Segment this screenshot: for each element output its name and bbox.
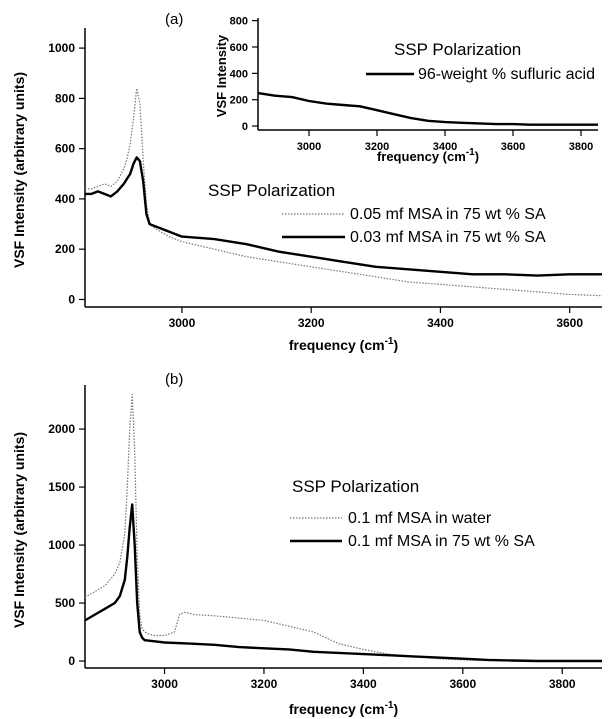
y-tick-label: 1500 (48, 480, 75, 494)
y-tick-label: 200 (230, 95, 248, 107)
panel-b-chart: 3000 3200 3400 3600 3800 0 500 1000 1500 2000 freq… (11, 371, 602, 717)
series-line-solid (85, 156, 602, 277)
x-tick-label: 3400 (427, 316, 454, 330)
x-axis-label-main: frequency (cm (289, 337, 385, 353)
y-tick-label: 2000 (48, 422, 75, 436)
y-tick-label: 200 (55, 242, 75, 256)
x-axis-label-close: ) (393, 701, 398, 717)
panel-label: (a) (165, 11, 183, 28)
series-group (84, 393, 602, 663)
legend-title: SSP Polarization (394, 40, 521, 59)
x-tick-label: 3200 (365, 141, 389, 153)
panel-a-chart: 3000 3200 3400 3600 0 200 400 600 800 1000 frequen… (11, 11, 603, 353)
y-tick-label: 0 (242, 121, 248, 133)
x-axis-label-close: ) (475, 149, 479, 164)
y-tick-label: 400 (230, 68, 248, 80)
x-tick-label: 3800 (569, 141, 593, 153)
panel-a-inset-chart: 3000 3200 3400 3600 3800 0 200 400 600 800 frequen… (214, 6, 606, 174)
legend-entry: 0.05 mf MSA in 75 wt % SA (350, 206, 546, 223)
legend-entry: 96-weight % sufluric acid (418, 66, 595, 83)
x-tick-label: 3600 (501, 141, 525, 153)
x-axis-label: frequency (cm-1) (377, 147, 479, 164)
legend-entry: 0.1 mf MSA in water (348, 510, 492, 527)
legend-entry: 0.1 mf MSA in 75 wt % SA (348, 533, 535, 550)
series-line-solid (257, 91, 598, 126)
x-axis-label-main: frequency (cm (289, 701, 385, 717)
legend-title: SSP Polarization (292, 477, 419, 496)
x-axis-label: frequency (cm-1) (289, 700, 398, 717)
x-tick-label: 3400 (350, 677, 377, 691)
x-tick-label: 3600 (449, 677, 476, 691)
y-tick-label: 600 (230, 42, 248, 54)
x-tick-label: 3200 (298, 316, 325, 330)
y-tick-label: 800 (55, 91, 75, 105)
y-tick-label: 400 (55, 192, 75, 206)
x-tick-label: 3800 (549, 677, 576, 691)
x-tick-label: 3000 (169, 316, 196, 330)
series-line-solid (84, 503, 602, 663)
x-axis-label-superscript: -1 (385, 336, 394, 347)
x-axis-label-close: ) (393, 337, 398, 353)
y-tick-label: 0 (68, 654, 75, 668)
y-tick-label: 800 (230, 16, 248, 28)
y-tick-label: 0 (68, 292, 75, 306)
series-line-dotted (84, 393, 602, 662)
y-tick-label: 600 (55, 142, 75, 156)
panel-label: (b) (165, 371, 183, 388)
y-tick-label: 1000 (48, 538, 75, 552)
y-tick-label: 1000 (48, 41, 75, 55)
x-axis-label-main: frequency (cm (377, 149, 466, 164)
inset-background (214, 6, 606, 174)
x-axis-label-superscript: -1 (466, 147, 475, 158)
y-axis-label: VSF Intensity (arbitrary units) (11, 72, 27, 268)
x-tick-label: 3000 (297, 141, 321, 153)
legend-entry: 0.03 mf MSA in 75 wt % SA (350, 229, 546, 246)
x-tick-label: 3000 (151, 677, 178, 691)
x-axis-label-superscript: -1 (385, 700, 394, 711)
x-axis-label: frequency (cm-1) (289, 336, 398, 353)
y-axis-label: VSF Intensity (214, 34, 229, 117)
x-tick-label: 3600 (556, 316, 583, 330)
series-line-dotted (85, 87, 603, 297)
legend-title: SSP Polarization (208, 181, 335, 200)
series-group (85, 87, 603, 297)
series-group (257, 91, 598, 126)
x-tick-label: 3400 (433, 141, 457, 153)
y-tick-label: 500 (55, 596, 75, 610)
y-axis-label: VSF Intensity (arbitrary units) (11, 432, 27, 628)
x-tick-label: 3200 (251, 677, 278, 691)
